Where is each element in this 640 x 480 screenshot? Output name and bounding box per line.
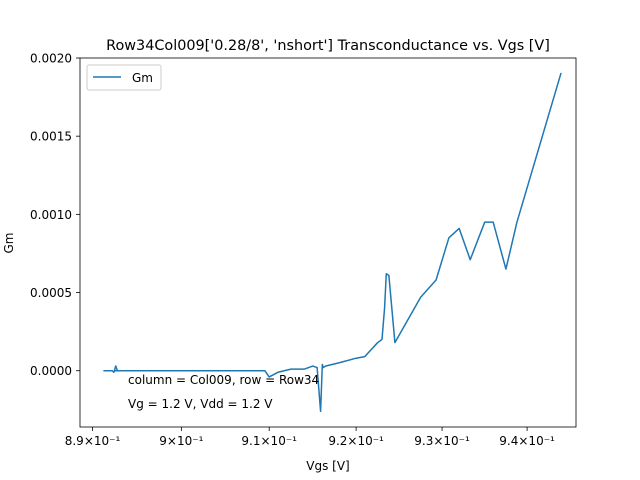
- plot-area: [79, 57, 577, 428]
- series-line-gm: [103, 72, 562, 413]
- annotation-voltages: Vg = 1.2 V, Vdd = 1.2 V: [128, 397, 273, 411]
- series-layer: [103, 72, 562, 413]
- axes-background: [80, 58, 576, 427]
- y-tick-label: 0.0020: [30, 52, 72, 66]
- legend-label-gm: Gm: [132, 71, 153, 85]
- legend: Gm: [86, 64, 162, 91]
- x-tick-label: 9.4×10⁻¹: [499, 434, 555, 448]
- legend-frame: [86, 64, 162, 91]
- chart-title: Row34Col009['0.28/8', 'nshort'] Transcon…: [106, 38, 550, 54]
- x-tick-label: 9.1×10⁻¹: [241, 434, 297, 448]
- annotation-location: column = Col009, row = Row34: [128, 373, 319, 387]
- x-axis-label: Vgs [V]: [306, 459, 349, 473]
- x-axis-ticks: 8.9×10⁻¹ 9×10⁻¹ 9.1×10⁻¹ 9.2×10⁻¹ 9.3×10⁻¹ 9.…: [65, 427, 555, 448]
- x-tick-label: 9×10⁻¹: [159, 434, 203, 448]
- x-tick-label: 8.9×10⁻¹: [65, 434, 121, 448]
- y-tick-label: 0.0005: [30, 286, 72, 300]
- y-axis-ticks: 0.0000 0.0005 0.0010 0.0015 0.0020: [30, 52, 80, 378]
- y-tick-label: 0.0015: [30, 130, 72, 144]
- axes-frame: [79, 57, 577, 428]
- x-tick-label: 9.3×10⁻¹: [414, 434, 470, 448]
- y-axis-label: Gm: [2, 233, 16, 254]
- y-tick-label: 0.0010: [30, 208, 72, 222]
- x-tick-label: 9.2×10⁻¹: [328, 434, 384, 448]
- y-tick-label: 0.0000: [30, 364, 72, 378]
